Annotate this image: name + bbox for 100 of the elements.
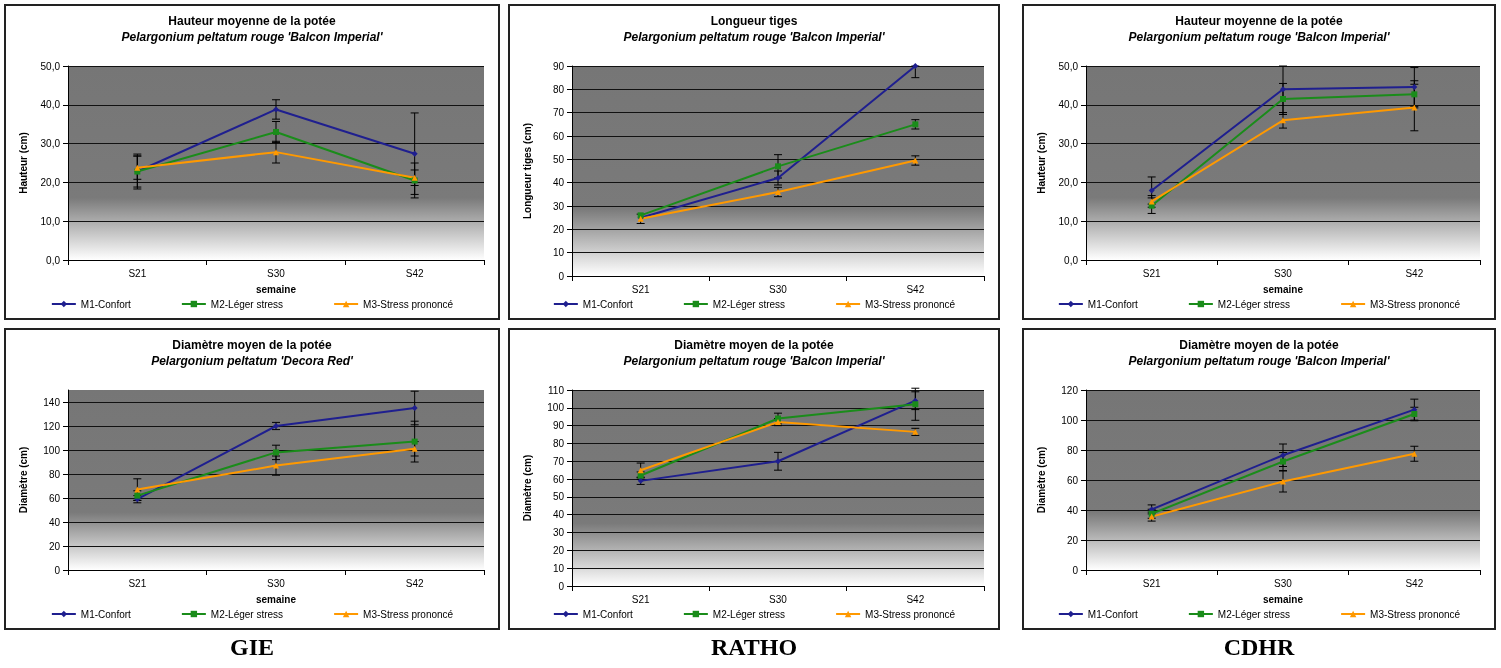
- legend-label: M3-Stress prononcé: [363, 298, 454, 310]
- x-axis-title: semaine: [255, 593, 297, 605]
- y-tick-label: 40,0: [40, 99, 61, 111]
- y-tick-label: 60: [552, 473, 565, 485]
- point: [273, 149, 279, 156]
- y-tick-label: 0,0: [1064, 254, 1079, 266]
- point: [134, 486, 141, 493]
- x-tick-label: S21: [631, 593, 650, 605]
- y-tick-label: 60: [552, 130, 565, 142]
- point: [775, 163, 781, 170]
- y-tick-label: 120: [1061, 384, 1079, 396]
- y-tick-label: 50,0: [1058, 60, 1079, 72]
- x-tick-label: S30: [267, 577, 286, 589]
- legend-label: M3-Stress prononcé: [865, 608, 956, 620]
- x-tick-label: S21: [631, 283, 650, 295]
- x-tick-label: S21: [1142, 577, 1161, 589]
- chart-subtitle: Pelargonium peltatum rouge 'Balcon Imperial': [623, 354, 886, 368]
- y-tick-label: 20: [1066, 534, 1079, 546]
- x-axis-title: semaine: [1262, 593, 1304, 605]
- y-tick-label: 60: [1066, 474, 1079, 486]
- chart-subtitle: Pelargonium peltatum rouge 'Balcon Imperial': [1128, 30, 1391, 44]
- point: [411, 445, 418, 452]
- point: [273, 106, 279, 113]
- chart-title: Diamètre moyen de la potée: [1179, 338, 1340, 352]
- legend-label: M2-Léger stress: [712, 608, 786, 620]
- chart-title: Hauteur moyenne de la potée: [168, 14, 337, 28]
- chart-title: Diamètre moyen de la potée: [674, 338, 835, 352]
- x-tick-label: S30: [769, 283, 788, 295]
- point: [411, 150, 418, 157]
- x-tick-label: S42: [906, 283, 925, 295]
- y-tick-label: 0: [54, 564, 61, 576]
- y-tick-label: 100: [1061, 414, 1079, 426]
- point: [912, 401, 919, 408]
- y-tick-label: 0: [558, 580, 565, 592]
- x-axis-title: semaine: [1262, 283, 1304, 295]
- y-tick-label: 110: [548, 384, 565, 396]
- y-tick-label: 80: [48, 468, 61, 480]
- y-tick-label: 40: [48, 516, 61, 528]
- y-axis-title: Hauteur (cm): [17, 132, 29, 194]
- y-tick-label: 10,0: [40, 215, 61, 227]
- chart-title: Longueur tiges: [710, 14, 798, 28]
- text: RATHO: [709, 634, 799, 661]
- chart-title: Hauteur moyenne de la potée: [1175, 14, 1344, 28]
- point: [1411, 450, 1418, 457]
- legend-label: M1-Confort: [1087, 298, 1139, 310]
- x-tick-label: S42: [405, 267, 424, 279]
- y-tick-label: 80: [1066, 444, 1079, 456]
- y-axis-title: Diamètre (cm): [1035, 446, 1047, 514]
- x-tick-label: S21: [128, 577, 147, 589]
- point: [1411, 91, 1418, 98]
- y-tick-label: 40: [552, 177, 565, 189]
- y-tick-label: 20,0: [1058, 176, 1079, 188]
- point: [1411, 83, 1418, 90]
- point: [273, 449, 279, 456]
- y-tick-label: 80: [552, 83, 565, 95]
- x-tick-label: S42: [1405, 267, 1424, 279]
- point: [637, 467, 644, 474]
- text: GIE: [229, 634, 275, 661]
- x-tick-label: S30: [769, 593, 788, 605]
- chart-subtitle: Pelargonium peltatum rouge 'Balcon Imperial': [121, 30, 384, 44]
- y-tick-label: 80: [552, 437, 565, 449]
- x-tick-label: S21: [128, 267, 147, 279]
- legend-label: M3-Stress prononcé: [865, 298, 956, 310]
- y-tick-label: 30: [552, 200, 565, 212]
- y-tick-label: 20: [552, 544, 565, 556]
- point: [134, 164, 141, 171]
- y-tick-label: 30,0: [40, 138, 61, 150]
- x-axis-title: semaine: [255, 283, 297, 295]
- legend-label: M1-Confort: [80, 608, 132, 620]
- point: [1280, 478, 1286, 485]
- point: [1280, 86, 1286, 93]
- y-tick-label: 140: [43, 396, 61, 408]
- legend-label: M2-Léger stress: [1217, 608, 1291, 620]
- x-tick-label: S30: [1274, 267, 1293, 279]
- y-tick-label: 0,0: [46, 254, 61, 266]
- x-tick-label: S30: [267, 267, 286, 279]
- y-tick-label: 20,0: [40, 176, 61, 188]
- y-tick-label: 0: [558, 270, 565, 282]
- y-tick-label: 40: [552, 509, 565, 521]
- y-axis-title: Hauteur (cm): [1035, 132, 1047, 194]
- point: [1280, 452, 1286, 459]
- point: [1280, 95, 1286, 102]
- text: CDHR: [1222, 634, 1296, 661]
- y-tick-label: 120: [43, 420, 61, 432]
- chart-subtitle: Pelargonium peltatum rouge 'Balcon Imperial': [1128, 354, 1391, 368]
- x-tick-label: S21: [1142, 267, 1161, 279]
- y-tick-label: 100: [43, 444, 61, 456]
- y-tick-label: 10,0: [1058, 215, 1079, 227]
- point: [411, 405, 418, 411]
- y-axis-title: Diamètre (cm): [17, 446, 29, 514]
- y-tick-label: 30: [552, 527, 565, 539]
- y-tick-label: 20: [48, 540, 61, 552]
- x-tick-label: S42: [1405, 577, 1424, 589]
- y-tick-label: 10: [552, 247, 565, 259]
- point: [273, 128, 279, 135]
- y-tick-label: 70: [552, 107, 565, 119]
- point: [775, 458, 781, 465]
- y-tick-label: 20: [552, 223, 565, 235]
- point: [273, 462, 279, 469]
- y-tick-label: 50: [552, 153, 565, 165]
